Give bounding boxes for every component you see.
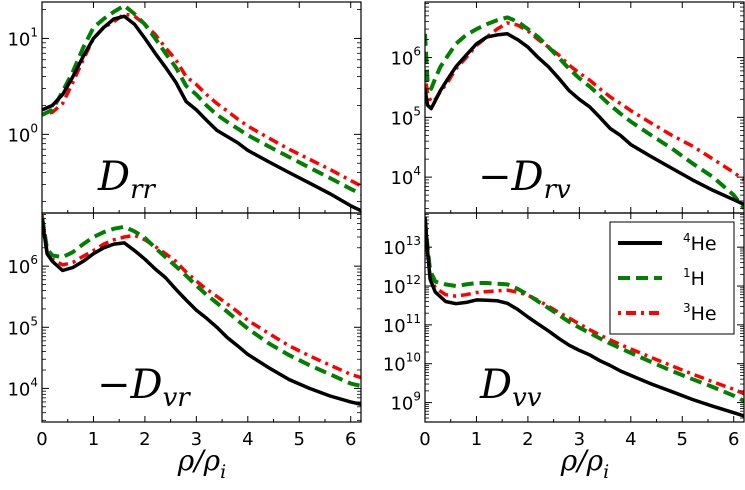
x-tick-label: 4	[242, 429, 253, 450]
legend-label-4He: 4He	[683, 231, 717, 255]
panel-label-vr: −Dvr	[97, 362, 191, 413]
series-line-1H	[425, 15, 744, 210]
y-tick-label: 1012	[383, 273, 421, 298]
series-line-4He	[425, 216, 744, 418]
x-tick-label: 0	[36, 429, 47, 450]
panel-top-right: 106 105 104 −Drv	[390, 1, 745, 214]
y-tick-label: 1011	[383, 312, 421, 337]
series-line-1H	[42, 3, 361, 196]
x-tick-label: 5	[294, 429, 305, 450]
panel-frame	[41, 212, 362, 423]
y-tick-label: 1010	[383, 351, 421, 376]
x-tick-label: 1	[471, 429, 482, 450]
series-line-3He	[42, 214, 361, 380]
y-tick-label: 105	[7, 314, 38, 339]
panel-label-rr: Drr	[97, 154, 157, 205]
y-tick-label: 1013	[383, 234, 421, 259]
y-tick-label: 109	[390, 390, 421, 415]
x-tick-label: 2	[522, 429, 533, 450]
y-tick-label: 101	[7, 25, 38, 50]
panel-label-vv: Dvv	[479, 362, 542, 413]
series-line-4He	[42, 218, 361, 407]
x-tick-label: 0	[419, 429, 430, 450]
x-tick-label: 1	[88, 429, 99, 450]
series-line-3He	[425, 216, 744, 396]
legend-label-3He: 3He	[683, 301, 717, 325]
x-axis-label-left: ρ/ρi	[177, 444, 226, 483]
legend-label-1H: 1H	[683, 266, 705, 290]
x-tick-label: 6	[345, 429, 356, 450]
x-tick-label: 4	[625, 429, 636, 450]
y-tick-label: 106	[7, 253, 38, 278]
series-line-3He	[42, 12, 361, 188]
y-tick-label: 104	[7, 375, 38, 400]
series-line-1H	[42, 216, 361, 388]
x-tick-label: 3	[191, 429, 202, 450]
x-tick-label: 5	[677, 429, 688, 450]
series-line-4He	[425, 32, 744, 206]
legend-box	[609, 221, 735, 335]
x-tick-label: 2	[139, 429, 150, 450]
legend: 4He 1H 3He	[609, 221, 735, 335]
x-axis-label-right: ρ/ρi	[560, 444, 609, 483]
series-line-4He	[42, 14, 361, 213]
panel-bottom-left: 0 1 2 3 4 5 6 106 105 104 −Dvr	[7, 212, 362, 450]
panel-frame	[424, 212, 745, 423]
y-tick-label: 105	[390, 104, 421, 129]
series-line-1H	[425, 219, 744, 403]
panel-label-rv: −Drv	[478, 154, 571, 205]
panel-top-left: 101 100 Drr	[7, 1, 362, 214]
y-tick-label: 104	[390, 164, 421, 189]
x-tick-label: 3	[574, 429, 585, 450]
y-tick-label: 106	[390, 45, 421, 70]
y-tick-label: 100	[7, 121, 38, 146]
panel-bottom-right: 0 1 2 3 4 5 6 1013 1012 1011 1010 109 Dvv	[383, 212, 745, 450]
x-tick-label: 6	[728, 429, 739, 450]
